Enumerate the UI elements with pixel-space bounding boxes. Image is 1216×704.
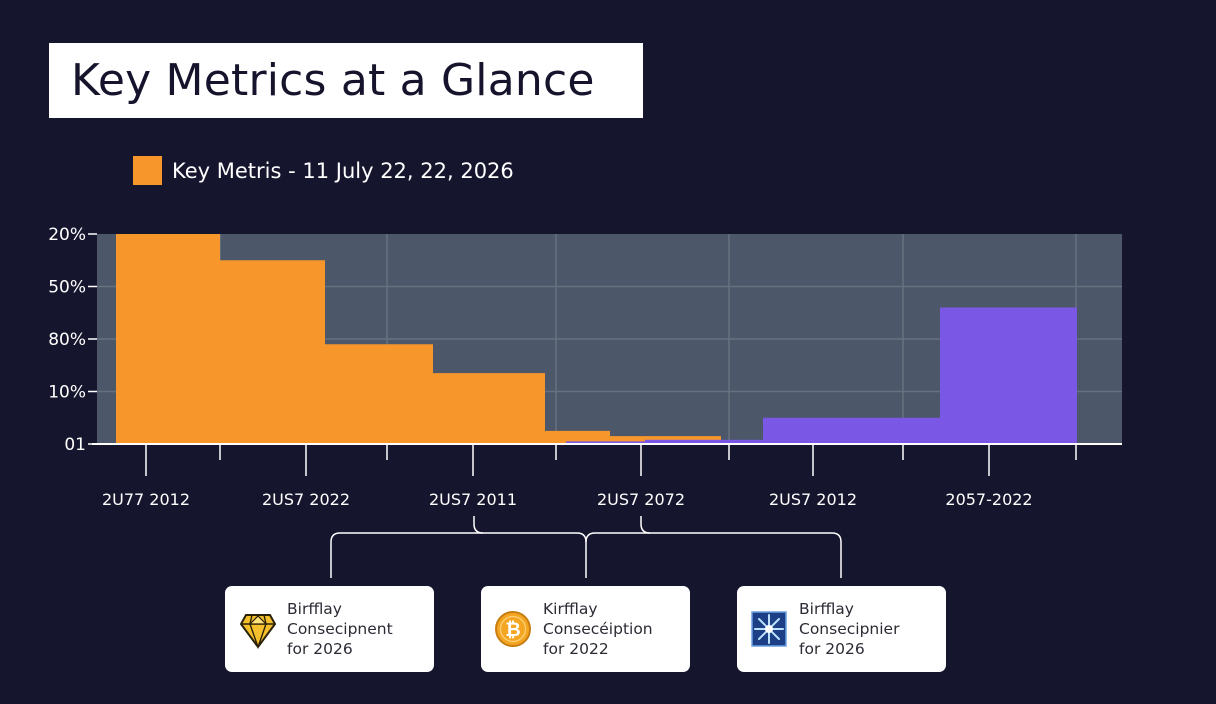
card-1: Birfflay Consecipnent for 2026 bbox=[225, 586, 434, 672]
bracket-right bbox=[585, 532, 842, 578]
x-tick-label-1: 2US7 2022 bbox=[262, 490, 350, 509]
snowflake-icon bbox=[751, 611, 787, 647]
card-3-line-1: Birfflay bbox=[799, 600, 854, 618]
x-tick-label-4: 2US7 2012 bbox=[769, 490, 857, 509]
bar-purple-2 bbox=[763, 417, 940, 444]
card-1-line-2: Consecipnent bbox=[287, 620, 393, 638]
card-3-line-3: for 2026 bbox=[799, 640, 865, 658]
x-tick-label-0: 2U77 2012 bbox=[102, 490, 190, 509]
card-2-line-3: for 2022 bbox=[543, 640, 609, 658]
x-tick-label-3: 2US7 2072 bbox=[597, 490, 685, 509]
bar-orange-3 bbox=[433, 373, 545, 444]
bracket-left-stem bbox=[473, 516, 484, 534]
x-tick-label-2: 2US7 2011 bbox=[429, 490, 517, 509]
card-3-line-2: Consecipnier bbox=[799, 620, 900, 638]
chart-title: Key Metrics at a Glance bbox=[71, 55, 595, 106]
legend-swatch bbox=[133, 156, 162, 185]
card-2-line-2: Consecéiption bbox=[543, 620, 653, 638]
card-1-line-1: Birfflay bbox=[287, 600, 342, 618]
bar-orange-4 bbox=[545, 430, 610, 444]
bitcoin-icon: ₿ bbox=[495, 611, 531, 647]
card-2: ₿ Kirfflay Consecéiption for 2022 bbox=[481, 586, 690, 672]
x-tick-label-5: 2057-2022 bbox=[945, 490, 1032, 509]
y-tick-label-2: 80% bbox=[48, 330, 86, 350]
y-tick-label-3: 10% bbox=[48, 383, 86, 403]
bar-orange-2 bbox=[325, 344, 433, 444]
y-tick-label-4: 01 bbox=[64, 435, 86, 455]
bar-orange-0 bbox=[116, 234, 220, 444]
bar-purple-3 bbox=[940, 307, 1077, 444]
card-3: Birfflay Consecipnier for 2026 bbox=[737, 586, 946, 672]
bar-purple-0 bbox=[566, 441, 645, 444]
y-tick-label-1: 50% bbox=[48, 278, 86, 298]
bracket-left bbox=[330, 532, 587, 578]
diamond-icon bbox=[239, 614, 277, 650]
legend: Key Metris - 11 July 22, 22, 2026 bbox=[133, 156, 514, 185]
bar-orange-1 bbox=[220, 260, 325, 444]
title-box: Key Metrics at a Glance bbox=[49, 43, 643, 118]
y-tick-label-0: 20% bbox=[48, 225, 86, 245]
bracket-right-stem bbox=[640, 516, 651, 534]
svg-text:₿: ₿ bbox=[505, 619, 520, 641]
bar-purple-1 bbox=[645, 439, 763, 444]
card-1-line-3: for 2026 bbox=[287, 640, 353, 658]
legend-label: Key Metris - 11 July 22, 22, 2026 bbox=[172, 158, 514, 183]
card-2-line-1: Kirfflay bbox=[543, 600, 598, 618]
